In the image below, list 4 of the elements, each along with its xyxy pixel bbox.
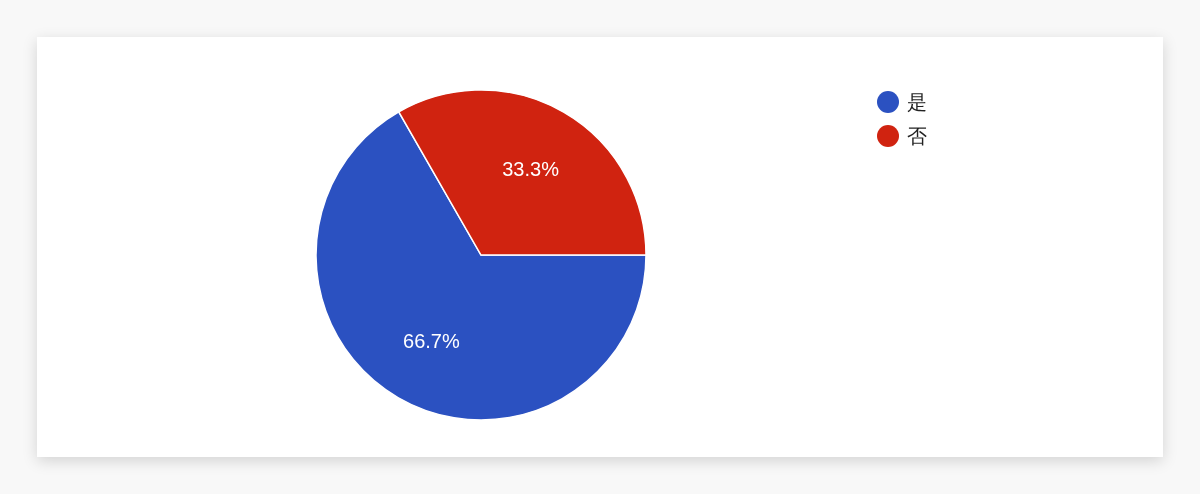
- legend-label: 是: [907, 90, 927, 115]
- data-label: 33.3%: [502, 158, 560, 181]
- data-label: 66.7%: [403, 329, 460, 352]
- legend-label: 否: [907, 124, 927, 149]
